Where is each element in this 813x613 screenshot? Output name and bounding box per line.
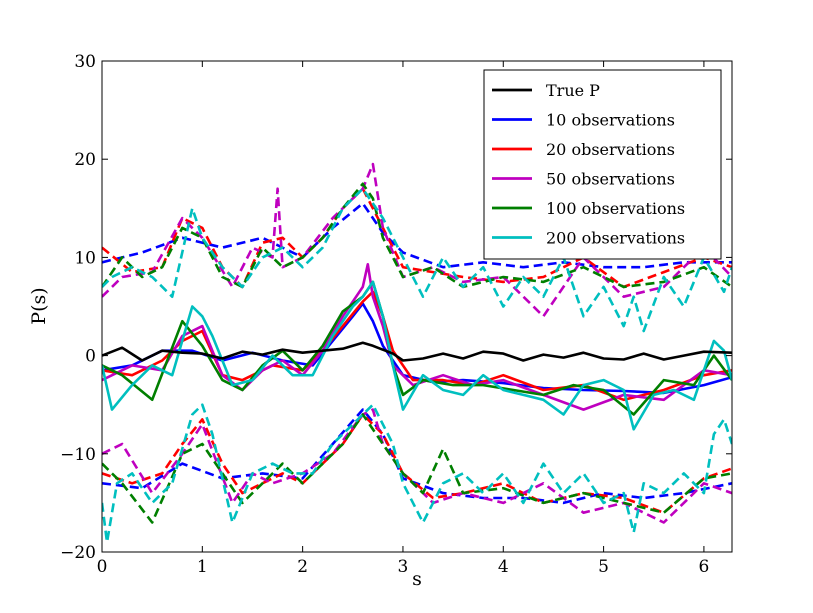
legend-label: 100 observations xyxy=(546,199,685,218)
legend-box xyxy=(483,69,722,260)
y-tick-label: 20 xyxy=(74,150,96,170)
legend-label: 200 observations xyxy=(546,229,685,248)
series-line-200-observations xyxy=(102,280,732,431)
legend-label: True P xyxy=(546,81,600,100)
y-tick-label: −20 xyxy=(60,543,96,563)
legend-label: 20 observations xyxy=(546,140,675,159)
series-line-true-p xyxy=(102,341,732,362)
series-line-50-observations-lower xyxy=(102,408,732,524)
series-line-100-observations-upper xyxy=(102,182,732,289)
x-tick-label: 0 xyxy=(97,557,108,577)
legend: True P 10 observations 20 observations 50 o… xyxy=(483,69,722,260)
y-axis-label: P(s) xyxy=(28,287,50,324)
x-tick-label: 5 xyxy=(598,557,609,577)
series-line-100-observations-lower xyxy=(102,413,732,524)
y-tick-label: 30 xyxy=(74,52,96,72)
plot-frame xyxy=(101,60,733,553)
x-tick-label: 2 xyxy=(297,557,308,577)
y-tick-label: −10 xyxy=(60,445,96,465)
y-tick-label: 10 xyxy=(74,248,96,268)
series-line-200-observations-lower xyxy=(102,403,732,544)
x-tick-label: 4 xyxy=(498,557,509,577)
legend-label: 50 observations xyxy=(546,170,675,189)
x-tick-label: 1 xyxy=(197,557,208,577)
series-line-200-observations-upper xyxy=(102,187,732,333)
x-tick-label: 6 xyxy=(698,557,709,577)
x-tick-label: 3 xyxy=(398,557,409,577)
series-line-10-observations-upper xyxy=(102,202,732,269)
y-tick-label: 0 xyxy=(85,347,96,367)
x-axis-label: s xyxy=(412,568,422,590)
legend-label: 10 observations xyxy=(546,111,675,130)
